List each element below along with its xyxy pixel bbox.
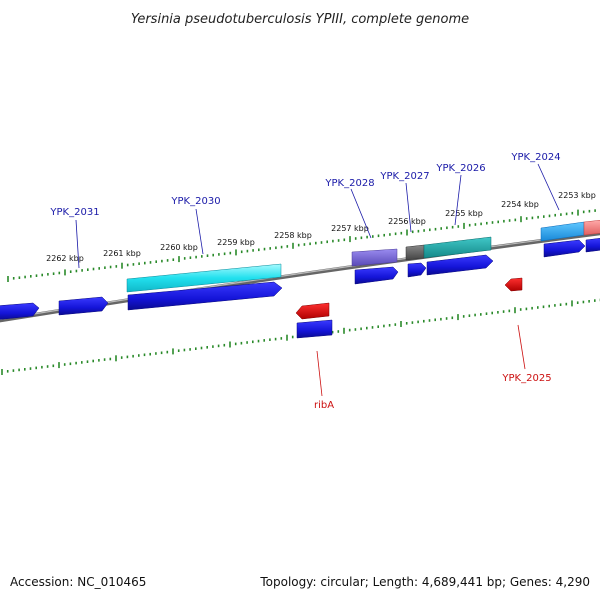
leader-ypk-2027: [405, 182, 412, 233]
feature-pink-2024[interactable]: [583, 219, 600, 236]
cds-block-riba[interactable]: [296, 319, 333, 339]
cds-arrow-forward-edge[interactable]: [585, 237, 600, 253]
tick-label: 2259 kbp: [217, 238, 255, 247]
tick-label: 2258 kbp: [274, 231, 312, 240]
leader-ypk-2028: [350, 188, 372, 239]
gene-label-ypk-2028[interactable]: YPK_2028: [324, 178, 374, 189]
feature-teal-2026[interactable]: [423, 236, 492, 259]
tick-labels: 2262 kbp 2261 kbp 2260 kbp 2259 kbp 2258…: [46, 191, 596, 263]
gene-label-riba[interactable]: ribA: [314, 400, 334, 411]
cds-arrow-forward[interactable]: [0, 302, 40, 320]
leader-riba: [316, 350, 323, 397]
feature-grey-2027[interactable]: [405, 244, 425, 261]
tick-label: 2260 kbp: [160, 243, 198, 252]
cds-arrow-forward-2026[interactable]: [426, 254, 494, 276]
tick-label: 2254 kbp: [501, 200, 539, 209]
leader-ypk-2030: [195, 208, 204, 255]
map-title: Yersinia pseudotuberculosis YPIII, compl…: [131, 12, 469, 27]
cds-arrow-forward-2024[interactable]: [543, 239, 586, 258]
cds-arrow-reverse-2025[interactable]: [504, 277, 523, 292]
gene-label-ypk-2031[interactable]: YPK_2031: [49, 207, 99, 218]
cds-arrow-forward-2028[interactable]: [354, 266, 399, 285]
cds-arrow-reverse-riba[interactable]: [295, 302, 330, 320]
tick-label: 2253 kbp: [558, 191, 596, 200]
forward-cds-track: [0, 237, 600, 320]
cds-arrow-forward-2027[interactable]: [407, 262, 427, 278]
label-leaders: [75, 163, 560, 397]
gene-label-ypk-2026[interactable]: YPK_2026: [435, 163, 485, 174]
feature-cyan-2030[interactable]: [126, 263, 282, 293]
upper-tick-row: [7, 208, 600, 282]
accession-text: Accession: NC_010465: [10, 575, 146, 589]
leader-ypk-2025: [517, 324, 526, 370]
feature-purple-2028[interactable]: [351, 248, 398, 267]
tick-label: 2256 kbp: [388, 217, 426, 226]
gene-label-ypk-2024[interactable]: YPK_2024: [510, 152, 560, 163]
tick-label: 2262 kbp: [46, 254, 84, 263]
gene-label-ypk-2025[interactable]: YPK_2025: [501, 373, 551, 384]
upper-feature-track: [126, 219, 600, 293]
cds-arrow-forward-2031[interactable]: [58, 296, 109, 316]
genome-summary-text: Topology: circular; Length: 4,689,441 bp…: [259, 575, 590, 589]
leader-ypk-2031: [75, 219, 80, 269]
lower-tick-row: [1, 298, 600, 375]
tick-label: 2255 kbp: [445, 209, 483, 218]
gene-labels: YPK_2031 YPK_2030 YPK_2028 YPK_2027 YPK_…: [49, 152, 560, 411]
leader-ypk-2024: [537, 163, 560, 211]
gene-label-ypk-2027[interactable]: YPK_2027: [379, 171, 429, 182]
tick-label: 2257 kbp: [331, 224, 369, 233]
reverse-feature-track: [295, 277, 523, 339]
cds-arrow-forward-2030[interactable]: [127, 281, 283, 311]
tick-label: 2261 kbp: [103, 249, 141, 258]
leader-ypk-2026: [454, 174, 462, 226]
gene-label-ypk-2030[interactable]: YPK_2030: [170, 196, 220, 207]
